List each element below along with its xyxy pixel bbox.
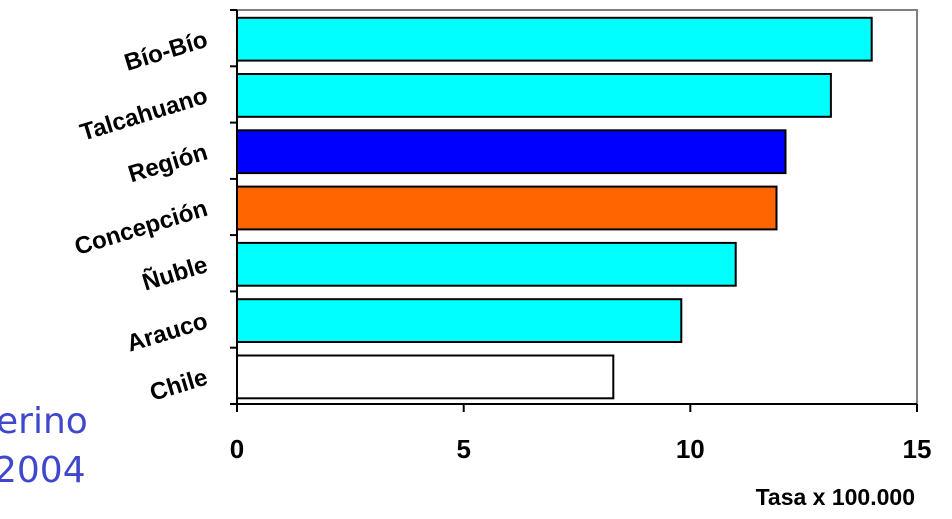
category-label-5: Arauco — [124, 308, 211, 358]
x-tick-label-1: 5 — [456, 434, 470, 464]
x-tick-label-0: 0 — [230, 434, 244, 464]
category-label-4: Ñuble — [139, 250, 211, 296]
bar-0 — [236, 16, 873, 62]
category-label-3: Concepción — [72, 195, 211, 261]
axes-group — [230, 9, 918, 412]
bar-5 — [236, 298, 683, 344]
bar-1 — [236, 73, 832, 118]
category-label-6: Chile — [147, 364, 211, 407]
bar-3 — [236, 185, 778, 231]
bar-6 — [236, 354, 615, 400]
bars-group — [236, 16, 873, 400]
category-label-1: Talcahuano — [77, 82, 211, 146]
background-text-line2: 2004 — [0, 450, 86, 491]
x-tick-label-2: 10 — [676, 434, 705, 464]
background-text-line1: erino — [0, 401, 88, 442]
bar-4 — [236, 241, 737, 287]
x-axis-title: Tasa x 100.000 — [756, 484, 915, 510]
category-label-0: Bío-Bío — [121, 26, 210, 77]
x-tick-label-3: 15 — [903, 434, 932, 464]
category-label-2: Región — [125, 139, 211, 189]
bar-2 — [236, 129, 787, 175]
